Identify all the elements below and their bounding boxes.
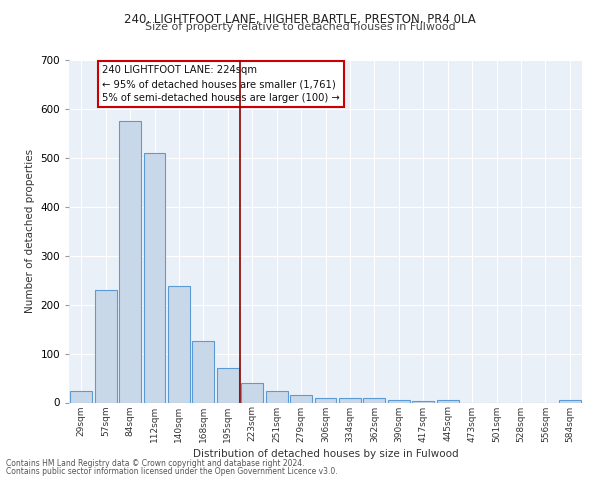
Bar	[314, 398, 337, 402]
Bar	[70, 391, 92, 402]
Bar	[412, 401, 434, 402]
Text: 240 LIGHTFOOT LANE: 224sqm
← 95% of detached houses are smaller (1,761)
5% of se: 240 LIGHTFOOT LANE: 224sqm ← 95% of deta…	[103, 65, 340, 103]
Bar	[437, 400, 458, 402]
Bar	[119, 121, 141, 402]
Bar	[388, 400, 410, 402]
Text: 240, LIGHTFOOT LANE, HIGHER BARTLE, PRESTON, PR4 0LA: 240, LIGHTFOOT LANE, HIGHER BARTLE, PRES…	[124, 12, 476, 26]
Bar	[193, 342, 214, 402]
Text: Size of property relative to detached houses in Fulwood: Size of property relative to detached ho…	[145, 22, 455, 32]
Text: Contains public sector information licensed under the Open Government Licence v3: Contains public sector information licen…	[6, 467, 338, 476]
Bar	[217, 368, 239, 402]
X-axis label: Distribution of detached houses by size in Fulwood: Distribution of detached houses by size …	[193, 448, 458, 458]
Bar	[339, 398, 361, 402]
Bar	[364, 398, 385, 402]
Bar	[241, 383, 263, 402]
Bar	[266, 391, 287, 402]
Bar	[559, 400, 581, 402]
Y-axis label: Number of detached properties: Number of detached properties	[25, 149, 35, 314]
Bar	[95, 290, 116, 403]
Text: Contains HM Land Registry data © Crown copyright and database right 2024.: Contains HM Land Registry data © Crown c…	[6, 458, 305, 468]
Bar	[290, 395, 312, 402]
Bar	[168, 286, 190, 403]
Bar	[143, 153, 166, 402]
